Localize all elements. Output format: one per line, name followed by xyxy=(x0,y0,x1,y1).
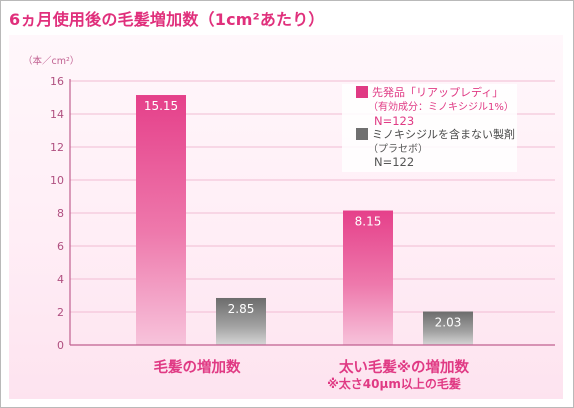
y-tick-label: 14 xyxy=(50,108,64,121)
legend-box xyxy=(342,84,517,172)
y-axis-unit: （本／cm²） xyxy=(23,55,79,67)
bars-layer: 15.15 8.15 2.85 2.03 xyxy=(136,95,473,346)
bar-placebo-1 xyxy=(423,311,473,345)
y-tick-label: 10 xyxy=(50,174,64,187)
legend: 先発品「リアップレディ」 （有効成分：ミノキシジル1%） N=123 ミノキシジ… xyxy=(342,84,517,172)
chart-title: 6ヵ月使用後の毛髪増加数（1cm²あたり） xyxy=(9,10,325,29)
legend-swatch-brand xyxy=(356,86,368,98)
bar-value-label: 2.03 xyxy=(435,316,462,330)
legend-placebo-name: ミノキシジルを含まない製剤 xyxy=(372,127,515,141)
legend-brand-n: N=123 xyxy=(374,114,414,128)
y-tick-label: 6 xyxy=(57,240,64,253)
legend-swatch-placebo xyxy=(356,128,368,140)
legend-brand-detail: （有効成分：ミノキシジル1%） xyxy=(368,100,514,113)
legend-placebo-detail: （プラセボ） xyxy=(368,143,428,155)
category-label: 毛髪の増加数 xyxy=(154,358,241,376)
y-tick-label: 8 xyxy=(57,207,64,220)
y-tick-label: 2 xyxy=(57,306,64,319)
y-tick-label: 12 xyxy=(50,141,64,154)
legend-placebo-n: N=122 xyxy=(374,155,414,169)
category-note: ※太さ40μm以上の毛髪 xyxy=(327,376,461,391)
y-tick-label: 4 xyxy=(57,273,64,286)
y-tick-label: 0 xyxy=(57,339,64,352)
bar-brand-0 xyxy=(136,95,186,346)
bar-value-label: 15.15 xyxy=(144,99,178,113)
bar-placebo-0 xyxy=(216,297,266,345)
category-label: 太い毛髪※の増加数 xyxy=(339,358,470,376)
bar-value-label: 2.85 xyxy=(228,302,255,316)
bar-value-label: 8.15 xyxy=(355,215,382,229)
bar-brand-1 xyxy=(343,210,393,345)
y-tick-label: 16 xyxy=(50,75,64,88)
axis-layer: 0 2 4 6 8 10 12 14 16 毛髪の増加数 太い毛髪※の増加数※太さ40μm以上の毛髪 xyxy=(50,75,555,391)
legend-brand-name: 先発品「リアップレディ」 xyxy=(372,85,503,99)
